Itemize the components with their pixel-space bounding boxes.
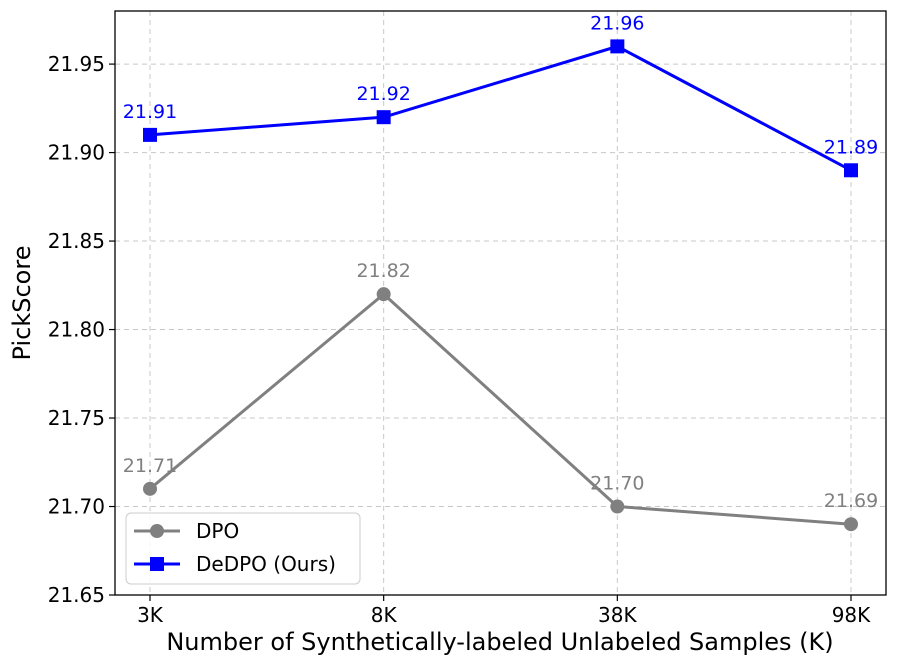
y-tick-label: 21.75	[48, 406, 105, 430]
series-group	[143, 39, 858, 532]
legend-label: DPO	[196, 519, 239, 543]
series-line-dpo	[149, 292, 852, 526]
data-point	[610, 499, 625, 514]
x-tick-label: 8K	[371, 603, 398, 627]
y-axis-label: PickScore	[8, 246, 36, 361]
data-label: 21.71	[123, 455, 177, 477]
data-label: 21.91	[123, 101, 177, 123]
series-line-dedpo	[149, 44, 852, 172]
data-point	[376, 287, 391, 302]
data-point	[844, 163, 858, 178]
data-label: 21.69	[824, 490, 878, 512]
data-label: 21.96	[590, 12, 644, 34]
y-tick-label: 21.80	[48, 318, 105, 342]
y-tick-label: 21.90	[48, 141, 105, 165]
y-tick-label: 21.85	[48, 229, 105, 253]
legend-box	[125, 512, 361, 585]
data-point	[143, 127, 157, 142]
data-labels: 21.71 21.82 21.70 21.69 21.91 21.92 21.96 21.89	[123, 12, 878, 512]
y-tick-label: 21.95	[48, 52, 105, 76]
legend-label: DeDPO (Ours)	[196, 552, 336, 576]
x-tick-label: 3K	[137, 603, 164, 627]
data-point	[376, 110, 391, 125]
x-axis-label: Number of Synthetically-labeled Unlabele…	[166, 628, 833, 656]
legend-marker	[150, 524, 164, 538]
data-label: 21.70	[590, 473, 644, 495]
data-label: 21.82	[356, 260, 410, 282]
data-point	[610, 39, 625, 54]
data-point	[844, 517, 858, 532]
y-tick-label: 21.70	[48, 495, 105, 519]
legend: DPO DeDPO (Ours)	[125, 512, 361, 585]
legend-marker	[150, 557, 164, 571]
data-point	[143, 481, 157, 496]
x-tick-label: 98K	[832, 603, 871, 627]
data-label: 21.92	[356, 83, 410, 105]
data-label: 21.89	[824, 136, 878, 158]
axis-ticks: 21.65 21.70 21.75 21.80 21.85 21.90 21.95 3K 8K 3…	[48, 52, 871, 627]
plot-area	[114, 10, 887, 596]
y-tick-label: 21.65	[48, 583, 105, 607]
x-tick-label: 38K	[598, 603, 637, 627]
